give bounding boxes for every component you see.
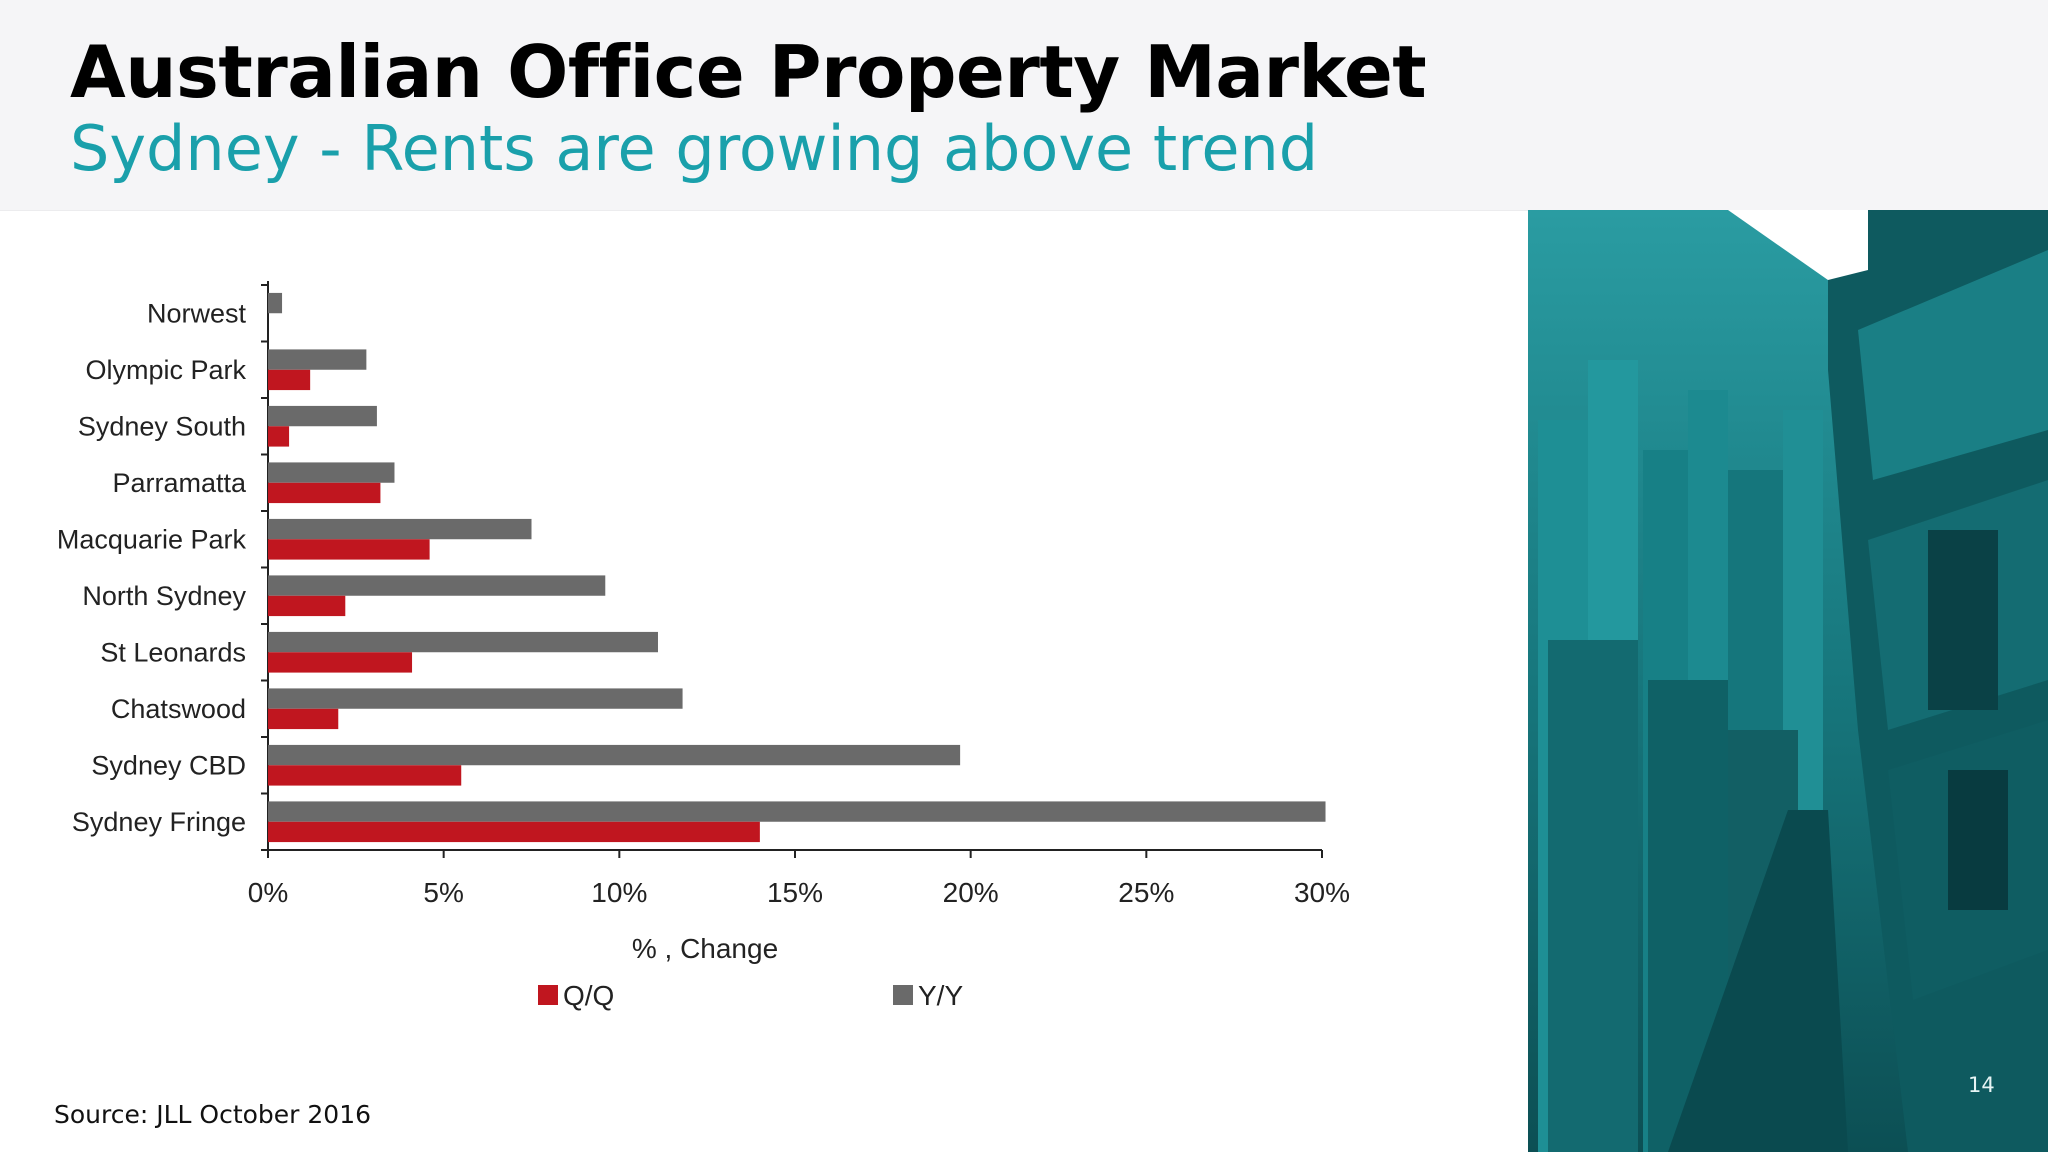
bar-qq-olympic-park — [268, 369, 311, 391]
bar-yy-sydney-south — [268, 405, 377, 427]
x-tick-label: 15% — [767, 877, 823, 908]
bar-qq-sydney-fringe — [268, 821, 760, 843]
y-tick-label-north-sydney: North Sydney — [82, 581, 246, 611]
bar-qq-st-leonards — [268, 652, 413, 673]
bar-yy-north-sydney — [268, 575, 606, 596]
bar-qq-macquarie-park — [268, 539, 430, 560]
y-tick-label-macquarie-park: Macquarie Park — [57, 524, 247, 554]
y-tick-label-olympic-park: Olympic Park — [85, 355, 246, 385]
slide-subtitle: Sydney - Rents are growing above trend — [70, 112, 1319, 185]
y-tick-label-parramatta: Parramatta — [112, 468, 247, 498]
y-tick-label-sydney-fringe: Sydney Fringe — [72, 807, 246, 837]
x-tick-label: 5% — [423, 877, 463, 908]
y-tick-label-chatswood: Chatswood — [111, 694, 246, 724]
x-axis-label: % , Change — [632, 933, 778, 964]
bar-qq-chatswood — [268, 708, 339, 730]
y-tick-label-st-leonards: St Leonards — [100, 637, 246, 667]
bar-qq-parramatta — [268, 482, 381, 504]
bar-yy-norwest — [268, 292, 283, 314]
bar-yy-sydney-fringe — [268, 801, 1326, 822]
bar-yy-st-leonards — [268, 631, 658, 653]
x-tick-label: 25% — [1118, 877, 1174, 908]
y-tick-label-norwest: Norwest — [147, 298, 247, 328]
x-tick-label: 10% — [591, 877, 647, 908]
bar-qq-sydney-south — [268, 426, 290, 447]
city-skyline-photo — [1528, 210, 2048, 1152]
legend-label-yy: Y/Y — [918, 980, 963, 1011]
bar-yy-olympic-park — [268, 349, 367, 370]
x-tick-label: 30% — [1294, 877, 1350, 908]
bar-yy-sydney-cbd — [268, 744, 961, 766]
source-note: Source: JLL October 2016 — [54, 1100, 372, 1129]
x-tick-label: 20% — [943, 877, 999, 908]
legend-swatch-yy — [893, 985, 913, 1005]
legend-swatch-qq — [538, 985, 558, 1005]
page-number: 14 — [1968, 1073, 1995, 1097]
legend-label-qq: Q/Q — [563, 980, 614, 1011]
bar-qq-sydney-cbd — [268, 765, 462, 786]
y-tick-label-sydney-south: Sydney South — [78, 411, 246, 441]
y-tick-label-sydney-cbd: Sydney CBD — [91, 750, 246, 780]
bar-yy-macquarie-park — [268, 518, 532, 540]
slide-header: Australian Office Property Market Sydney… — [0, 0, 2048, 211]
x-tick-label: 0% — [248, 877, 288, 908]
slide-title: Australian Office Property Market — [70, 30, 1427, 114]
bar-yy-chatswood — [268, 688, 683, 709]
bar-yy-parramatta — [268, 462, 395, 483]
bar-chart: Norwest Olympic Park Sydney South Parramatt… — [57, 281, 1350, 1011]
bar-qq-north-sydney — [268, 595, 346, 617]
